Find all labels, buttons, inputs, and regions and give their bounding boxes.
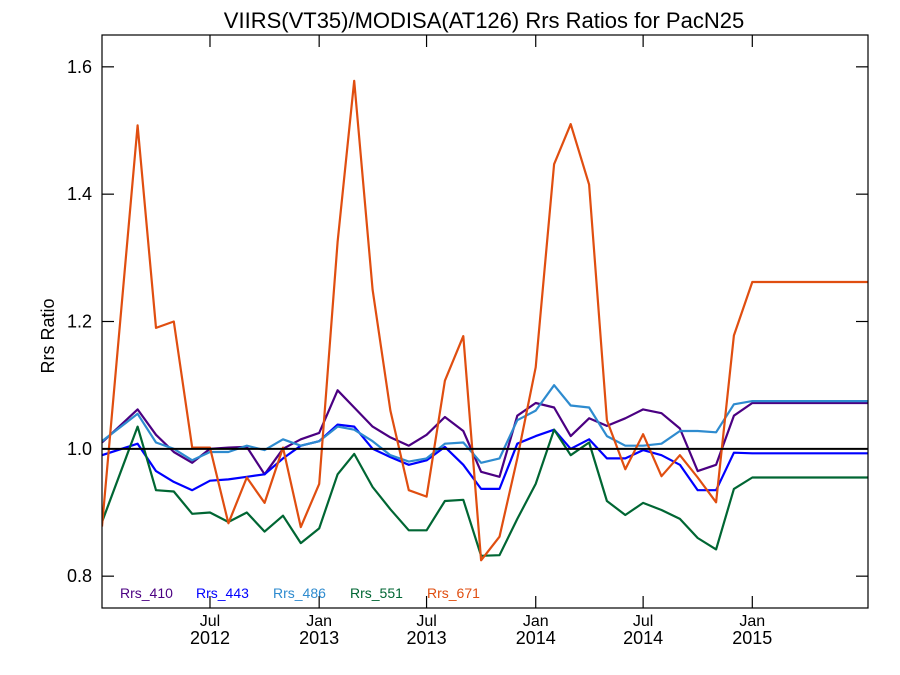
legend-label-rrs-443: Rrs_443: [196, 585, 249, 601]
y-tick-label: 1.4: [67, 184, 92, 204]
x-tick-label-year: 2013: [407, 628, 447, 648]
plot-frame: [101, 34, 869, 609]
series-group: [102, 79, 868, 562]
x-tick-label-year: 2012: [190, 628, 230, 648]
x-tick-label-month: Jul: [633, 613, 653, 630]
y-axis-label: Rrs Ratio: [38, 298, 58, 373]
y-tick-label: 1.0: [67, 439, 92, 459]
series-line-rrs-486: [102, 384, 868, 464]
legend-label-rrs-551: Rrs_551: [350, 585, 403, 601]
y-tick-label: 0.8: [67, 566, 92, 586]
series-line-rrs-551: [102, 425, 868, 557]
series-line-rrs-410: [102, 389, 868, 478]
x-tick-label-year: 2013: [299, 628, 339, 648]
x-tick-label-month: Jan: [523, 613, 549, 630]
x-tick-label-year: 2014: [516, 628, 556, 648]
y-tick-label: 1.2: [67, 312, 92, 332]
chart-title: VIIRS(VT35)/MODISA(AT126) Rrs Ratios for…: [224, 8, 744, 33]
x-tick-label-year: 2015: [732, 628, 772, 648]
plot-area: 0.81.01.21.41.6Jul2012Jan2013Jul2013Jan2…: [67, 34, 869, 648]
x-tick-label-year: 2014: [623, 628, 663, 648]
legend-label-rrs-410: Rrs_410: [120, 585, 173, 601]
x-tick-label-month: Jul: [416, 613, 436, 630]
legend-label-rrs-671: Rrs_671: [427, 585, 480, 601]
x-tick-label-month: Jan: [739, 613, 765, 630]
x-tick-label-month: Jan: [306, 613, 332, 630]
x-tick-label-month: Jul: [200, 613, 220, 630]
legend-label-rrs-486: Rrs_486: [273, 585, 326, 601]
y-tick-label: 1.6: [67, 57, 92, 77]
